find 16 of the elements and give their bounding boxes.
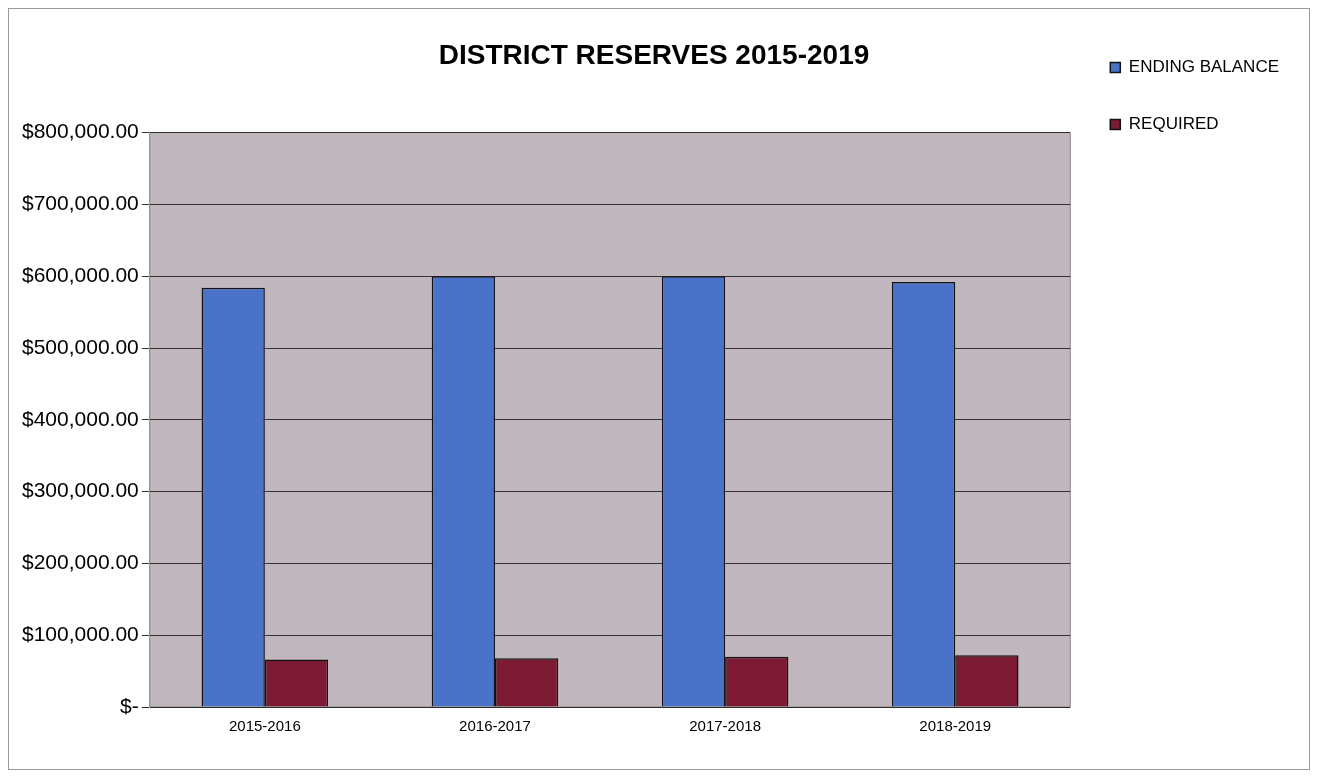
y-tick-label: $200,000.00 <box>21 550 139 574</box>
y-tick-label: $500,000.00 <box>21 334 139 358</box>
y-tick-label: $100,000.00 <box>21 622 139 645</box>
x-tick-label: 2016-2017 <box>459 717 531 735</box>
x-tick-label: 2018-2019 <box>919 717 992 735</box>
y-tick-label: $- <box>120 693 139 717</box>
y-tick-label: $600,000.00 <box>21 263 139 286</box>
y-tick-label: $800,000.00 <box>21 119 139 143</box>
chart-title: DISTRICT RESERVES 2015-2019 <box>438 38 870 70</box>
legend-label: ENDING BALANCE <box>1128 57 1279 77</box>
y-tick-label: $300,000.00 <box>21 478 139 502</box>
y-tick-label: $400,000.00 <box>21 406 139 430</box>
legend-label: REQUIRED <box>1128 114 1219 134</box>
x-tick-label: 2015-2016 <box>228 717 301 735</box>
y-tick-label: $700,000.00 <box>21 191 139 215</box>
x-tick-label: 2017-2018 <box>689 717 761 735</box>
